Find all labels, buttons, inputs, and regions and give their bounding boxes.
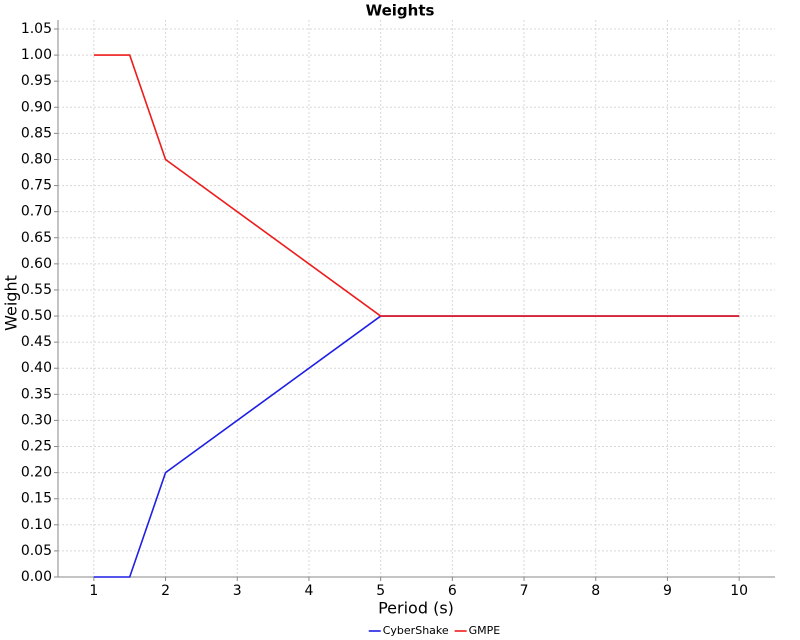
plot-area [58,20,775,577]
x-tick-label: 3 [233,583,242,599]
y-tick-label: 0.20 [21,465,52,481]
x-tick-label: 2 [161,583,170,599]
x-tick-label: 10 [730,583,748,599]
chart-title: Weights [366,2,435,20]
x-tick-label: 5 [376,583,385,599]
y-tick-label: 0.60 [21,256,52,272]
y-axis-label: Weight [2,275,21,331]
y-tick-label: 0.30 [21,412,52,428]
y-tick-label: 0.70 [21,204,52,220]
x-tick-label: 8 [591,583,600,599]
y-tick-label: 0.15 [21,491,52,507]
legend-label: CyberShake [383,624,449,637]
data-line [93,54,740,317]
y-tick-label: 0.10 [21,517,52,533]
x-tick-label: 7 [520,583,529,599]
y-tick-label: 0.80 [21,151,52,167]
y-tick-label: 0.05 [21,543,52,559]
y-tick-label: 0.55 [21,282,52,298]
y-tick-label: 0.00 [21,569,52,585]
y-tick-label: 0.35 [21,386,52,402]
x-tick-label: 6 [448,583,457,599]
y-tick-label: 0.40 [21,360,52,376]
y-tick-label: 1.00 [21,47,52,63]
y-tick-label: 0.75 [21,178,52,194]
x-tick-label: 4 [304,583,313,599]
legend: CyberShake GMPE [368,624,501,637]
legend-label: GMPE [469,624,501,637]
x-axis-label: Period (s) [378,599,454,618]
legend-item: CyberShake [368,624,449,637]
x-tick-label: 9 [663,583,672,599]
y-tick-label: 0.90 [21,99,52,115]
y-tick-label: 0.85 [21,125,52,141]
y-tick-label: 0.95 [21,73,52,89]
y-tick-label: 1.05 [21,21,52,37]
x-tick-label: 1 [89,583,98,599]
y-tick-label: 0.25 [21,439,52,455]
y-tick-label: 0.65 [21,230,52,246]
y-tick-label: 0.45 [21,334,52,350]
legend-item: GMPE [454,624,501,637]
y-tick-label: 0.50 [21,308,52,324]
